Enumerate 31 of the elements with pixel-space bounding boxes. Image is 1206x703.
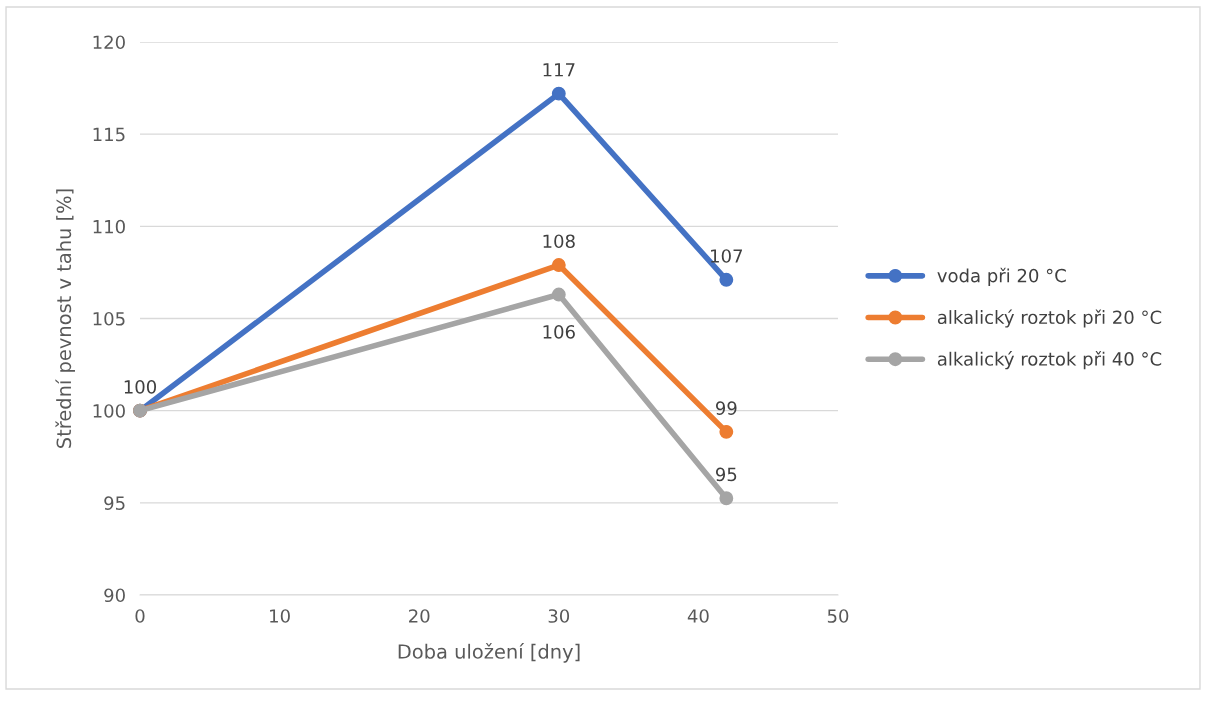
data-label: 108	[543, 234, 575, 249]
y-tick-label: 100	[93, 404, 125, 418]
y-axis-title: Střední pevnost v tahu [%]	[55, 189, 75, 448]
point	[551, 86, 566, 101]
point	[719, 491, 734, 506]
x-tick-label: 40	[687, 609, 709, 623]
x-tick-label: 10	[270, 609, 290, 623]
legend-label: alkalický roztok při 20 °C	[937, 309, 1162, 328]
x-axis-title: Doba uložení [dny]	[398, 643, 580, 663]
point	[719, 272, 734, 287]
legend-label: alkalický roztok při 40 °C	[937, 351, 1162, 370]
point	[719, 424, 734, 439]
x-tick-label: 30	[548, 609, 570, 623]
point	[551, 258, 566, 272]
point	[551, 287, 566, 302]
y-tick-label: 120	[93, 35, 125, 50]
data-label: 95	[715, 467, 737, 482]
y-tick-label: 110	[93, 219, 125, 234]
y-tick-label: 105	[93, 311, 125, 326]
legend-label: voda při 20 °C	[937, 267, 1066, 286]
data-label: 117	[543, 63, 575, 77]
data-label: 99	[715, 401, 737, 415]
y-tick-label: 90	[104, 588, 125, 603]
y-tick-label: 95	[104, 496, 125, 510]
x-tick-label: 20	[409, 609, 430, 623]
data-label: 106	[543, 325, 575, 339]
data-label: 107	[711, 249, 743, 263]
x-tick-label: 50	[827, 609, 849, 623]
data-label: 100	[124, 380, 157, 394]
y-tick-label: 115	[93, 127, 125, 142]
x-tick-label: 0	[135, 609, 145, 623]
